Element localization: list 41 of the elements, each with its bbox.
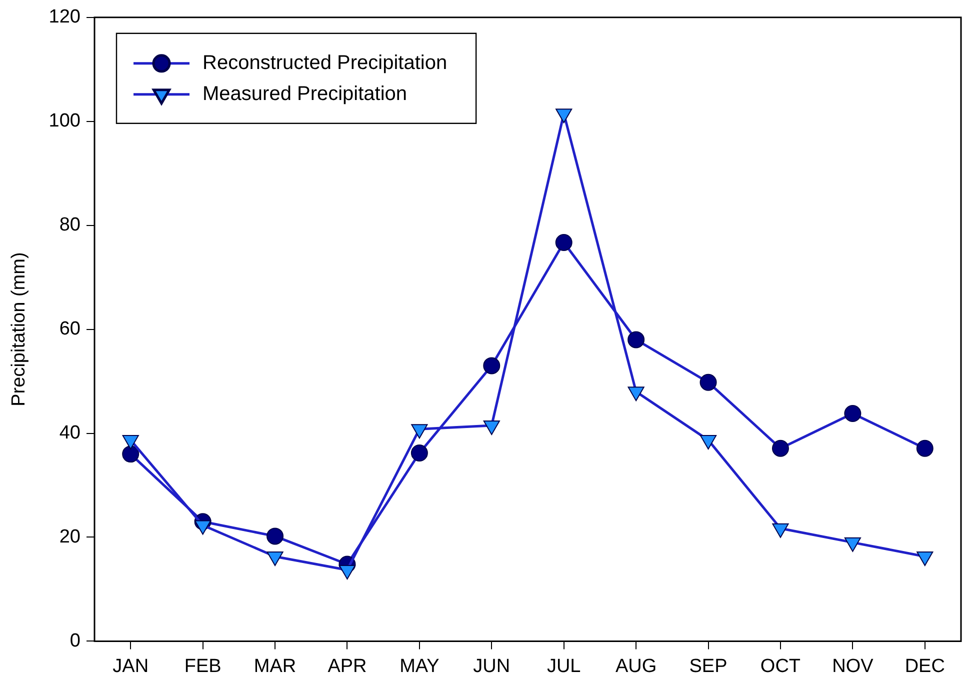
point — [483, 357, 500, 374]
point — [772, 440, 789, 457]
point — [700, 435, 717, 450]
y-tick-label: 20 — [59, 526, 80, 548]
point — [266, 551, 284, 566]
point — [122, 435, 139, 450]
point — [700, 374, 717, 391]
point — [916, 440, 934, 457]
legend-label: Measured Precipitation — [202, 82, 408, 105]
x-tick-label: MAR — [254, 656, 296, 677]
point — [628, 331, 645, 348]
point — [483, 420, 500, 435]
y-tick-label: 40 — [59, 422, 80, 444]
point — [338, 564, 356, 580]
point — [194, 520, 212, 535]
x-tick-label: JUN — [473, 656, 510, 677]
y-tick-label: 0 — [70, 630, 80, 652]
x-tick-label: FEB — [184, 656, 222, 677]
y-tick-label: 60 — [59, 318, 80, 340]
x-tick-label: APR — [328, 656, 367, 677]
point — [772, 523, 789, 538]
y-tick-label: 80 — [59, 214, 80, 236]
x-tick-label: NOV — [832, 656, 874, 677]
x-tick-label: OCT — [760, 656, 801, 677]
point — [411, 424, 428, 439]
x-tick-label: MAY — [400, 656, 440, 677]
y-tick-label: 120 — [48, 6, 80, 28]
point — [122, 446, 140, 463]
x-tick-label: JUL — [546, 656, 581, 677]
point — [410, 444, 428, 462]
x-tick-label: SEP — [689, 656, 728, 677]
y-axis-title: Precipitation (mm) — [8, 252, 30, 406]
point — [844, 537, 861, 552]
point — [844, 405, 862, 422]
y-tick-label: 100 — [48, 110, 80, 132]
x-tick-label: JAN — [112, 656, 149, 677]
x-tick-label: DEC — [904, 656, 945, 677]
x-tick-label: AUG — [615, 656, 657, 677]
point — [555, 234, 572, 251]
point — [916, 551, 934, 566]
legend-label: Reconstructed Precipitation — [202, 52, 448, 74]
